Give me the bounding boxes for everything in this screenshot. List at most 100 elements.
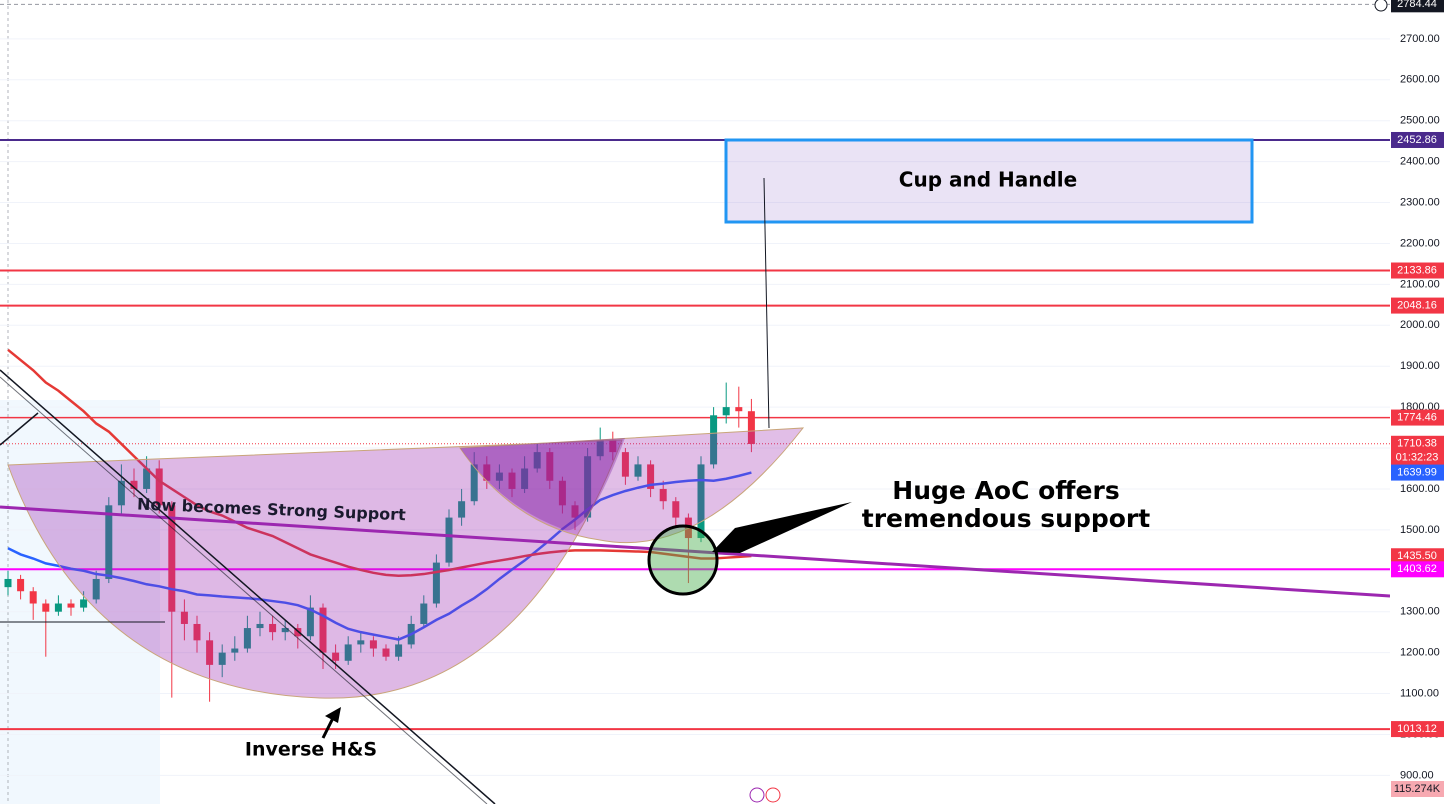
short-line — [0, 412, 39, 446]
y-tick-label: 2000.00 — [1400, 319, 1440, 331]
date-range-shade — [0, 400, 160, 804]
candle-body — [710, 415, 718, 465]
price-level-label: 2133.86 — [1397, 264, 1437, 276]
trend-line — [0, 505, 1391, 598]
candle-body — [332, 652, 340, 661]
candle-body — [67, 603, 75, 608]
candle-body — [420, 603, 428, 624]
moving-average — [7, 471, 752, 641]
price-level-label: 2048.16 — [1397, 299, 1437, 311]
price-level-tag — [1391, 409, 1444, 426]
price-axis-labels: 900.001000.001100.001200.001300.001400.0… — [1391, 0, 1444, 781]
candle-body — [344, 644, 352, 661]
add-icon[interactable] — [1374, 0, 1388, 12]
candle-body — [621, 452, 629, 477]
candle-body — [483, 464, 491, 481]
candle-body — [155, 468, 163, 506]
candle-body — [92, 578, 100, 600]
event-icon[interactable] — [765, 787, 781, 803]
candle-body — [180, 611, 188, 624]
candle-body — [269, 623, 277, 633]
y-tick-label: 2300.00 — [1400, 196, 1440, 208]
candle-body — [130, 480, 138, 489]
volume-label-bg — [1391, 781, 1444, 797]
candle-body — [243, 628, 251, 649]
aoc-circle — [647, 524, 719, 596]
candle-body — [697, 464, 705, 539]
grid — [0, 38, 1390, 776]
candle-body — [596, 439, 604, 457]
candle-body — [105, 505, 113, 579]
y-tick-label: 900.00 — [1400, 769, 1434, 781]
price-level-label: 1639.99 — [1397, 466, 1437, 478]
event-icon[interactable] — [749, 787, 765, 803]
moving-average — [7, 348, 752, 577]
candle-body — [281, 628, 289, 633]
candle-body — [521, 468, 529, 489]
price-level-tag — [1391, 561, 1444, 578]
candle-body — [432, 562, 440, 604]
candle-body — [546, 452, 554, 481]
candle-body — [256, 623, 264, 629]
y-tick-label: 1100.00 — [1400, 687, 1439, 699]
candle-body — [533, 452, 541, 469]
y-tick-label: 2200.00 — [1400, 237, 1440, 249]
candle-body — [357, 640, 365, 645]
moving-averages — [7, 348, 752, 641]
price-level-label: 2452.86 — [1397, 134, 1437, 146]
annotation: Inverse H&S — [245, 739, 377, 761]
candle-body — [17, 578, 25, 592]
candle-body — [218, 652, 226, 665]
projection-line — [763, 177, 770, 429]
candle-body — [584, 456, 592, 518]
candle-body — [558, 480, 566, 506]
y-tick-label: 2500.00 — [1400, 115, 1440, 127]
candle-body — [634, 464, 642, 477]
price-level-tag — [1391, 464, 1444, 481]
candle-body — [382, 648, 390, 657]
arrow — [712, 502, 852, 553]
volume-label: 115.274K — [1394, 783, 1441, 795]
annotation: Huge AoC offers — [892, 476, 1119, 505]
price-level-label: 1435.50 — [1397, 550, 1437, 562]
y-tick-label: 2700.00 — [1400, 33, 1440, 45]
trend-line-black — [0, 369, 496, 804]
price-level-label: 1774.46 — [1397, 411, 1437, 423]
candle-body — [168, 505, 176, 612]
candle-body — [369, 640, 377, 649]
y-tick-label: 1200.00 — [1400, 647, 1440, 659]
candle-body — [470, 464, 478, 502]
arrow-head — [325, 707, 341, 723]
trend-line-black — [0, 376, 488, 804]
candle-body — [117, 480, 125, 506]
candle-body — [54, 603, 62, 612]
candle-body — [395, 644, 403, 657]
candles — [4, 382, 755, 702]
price-level-label: 1710.38 — [1397, 438, 1437, 450]
candle-body — [495, 472, 503, 481]
price-level-label: 1013.12 — [1397, 723, 1437, 735]
price-level-tag — [1391, 435, 1444, 466]
annotation: tremendous support — [862, 504, 1150, 533]
y-tick-label: 2100.00 — [1400, 278, 1440, 290]
candle-body — [571, 505, 579, 518]
price-level-tag — [1391, 297, 1444, 314]
y-tick-label: 2600.00 — [1400, 74, 1440, 86]
price-level-tag — [1391, 548, 1444, 565]
cup-shape — [7, 439, 623, 699]
annotation: Cup and Handle — [899, 168, 1077, 192]
candle-body — [306, 607, 314, 637]
candle-body — [193, 623, 201, 641]
candle-body — [722, 407, 730, 416]
candle-body — [508, 472, 516, 489]
candle-body — [319, 607, 327, 653]
y-tick-label: 2400.00 — [1400, 156, 1440, 168]
small-cup-shape — [460, 438, 625, 531]
y-tick-label: 1500.00 — [1400, 524, 1440, 536]
price-level-tag — [1391, 0, 1444, 13]
candle-body — [231, 648, 239, 653]
price-level-label: 2784.44 — [1397, 0, 1437, 10]
candle-body — [647, 464, 655, 489]
price-level-tag — [1391, 721, 1444, 738]
